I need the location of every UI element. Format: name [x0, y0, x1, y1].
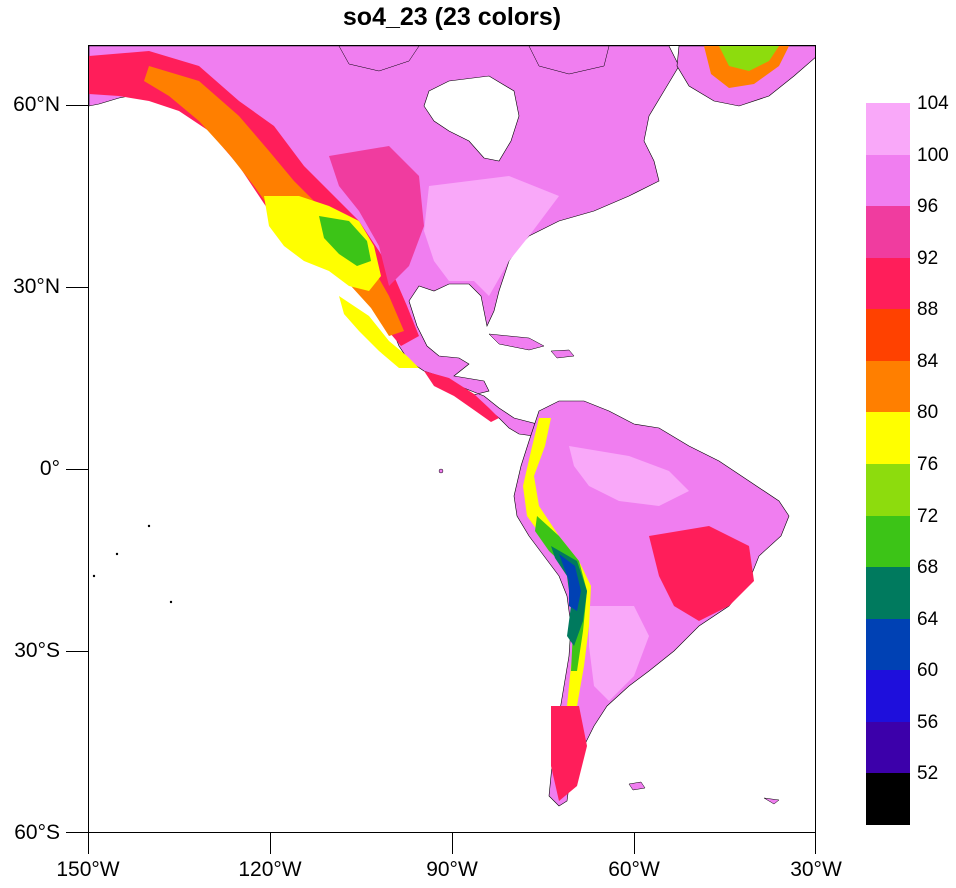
altiplano-blue [559, 554, 581, 611]
pacific-island-dot [92, 574, 96, 578]
colorbar-label: 88 [917, 299, 939, 321]
lon-tick [270, 832, 271, 854]
colorbar-segment [866, 515, 910, 568]
greenland-summit [719, 46, 779, 71]
colorbar-label: 104 [917, 93, 949, 114]
colorbar-label: 72 [917, 505, 939, 527]
colorbar-label: 56 [917, 711, 939, 733]
galapagos-islands [438, 468, 444, 474]
altiplano-teal [551, 546, 587, 646]
pacific-island-dot [169, 600, 173, 604]
colorbar-segment [866, 618, 910, 671]
lon-tick [815, 832, 816, 854]
colorbar-segment [866, 567, 910, 620]
colorbar-segment [866, 670, 910, 723]
lat-tick [66, 651, 88, 652]
lon-label-60w: 60°W [608, 858, 660, 881]
pacific-island-dot [115, 552, 119, 556]
colorbar-segment [866, 309, 910, 362]
lon-tick [88, 832, 89, 854]
colorbar-label: 100 [917, 144, 949, 166]
brazilian-highlands [649, 526, 754, 621]
lat-tick [66, 287, 88, 288]
colorbar-label: 76 [917, 454, 939, 475]
lat-label-equator: 0° [39, 457, 60, 480]
lon-label-120w: 120°W [238, 858, 302, 881]
lat-label-60s: 60°S [14, 821, 60, 844]
lat-tick [66, 469, 88, 470]
colorbar-label: 60 [917, 660, 939, 682]
colorbar [866, 103, 910, 826]
map-plot-area [88, 45, 816, 833]
mexico-highlands [339, 296, 419, 368]
arctic-islands [338, 46, 610, 75]
caribbean-islands [488, 333, 575, 359]
colorbar-segment [866, 721, 910, 774]
lat-label-60n: 60°N [13, 93, 60, 116]
lat-label-30s: 30°S [14, 639, 60, 662]
colorbar-segment [866, 206, 910, 259]
south-america-landmass [513, 400, 790, 807]
colorbar-segment [866, 412, 910, 465]
elevation-map-svg [89, 46, 815, 807]
lon-label-30w: 30°W [790, 858, 842, 881]
colorbar-label: 68 [917, 557, 939, 579]
rocky-mountains-green [319, 216, 371, 266]
lat-label-30n: 30°N [13, 275, 60, 298]
colorbar-label: 52 [917, 763, 939, 785]
lat-tick [66, 105, 88, 106]
lat-tick [66, 832, 88, 833]
pampas [589, 606, 649, 701]
colorbar-segment [866, 360, 910, 413]
colorbar-segment [866, 257, 910, 310]
amazon-lowlands [569, 446, 689, 506]
pacific-island-dot [147, 524, 151, 528]
rocky-mountains-yellow [264, 196, 381, 291]
colorbar-segment [866, 464, 910, 517]
hudson-bay [423, 75, 520, 162]
colorbar-label: 84 [917, 350, 939, 372]
patagonia [551, 706, 587, 801]
colorbar-label: 92 [917, 247, 939, 269]
plains-magenta [329, 146, 424, 286]
lon-label-90w: 90°W [426, 858, 478, 881]
lon-label-150w: 150°W [56, 858, 120, 881]
colorbar-label: 64 [917, 608, 939, 630]
falkland-islands [628, 781, 646, 791]
colorbar-segment [866, 773, 910, 826]
colorbar-label: 80 [917, 402, 939, 424]
colorbar-label: 96 [917, 196, 939, 218]
lon-tick [452, 832, 453, 854]
central-america [424, 371, 499, 422]
lon-tick [634, 832, 635, 854]
colorbar-segment [866, 103, 910, 156]
south-georgia [763, 797, 780, 805]
eastern-lowlands [424, 176, 559, 296]
map-title: so4_23 (23 colors) [342, 3, 562, 31]
colorbar-segment [866, 154, 910, 207]
